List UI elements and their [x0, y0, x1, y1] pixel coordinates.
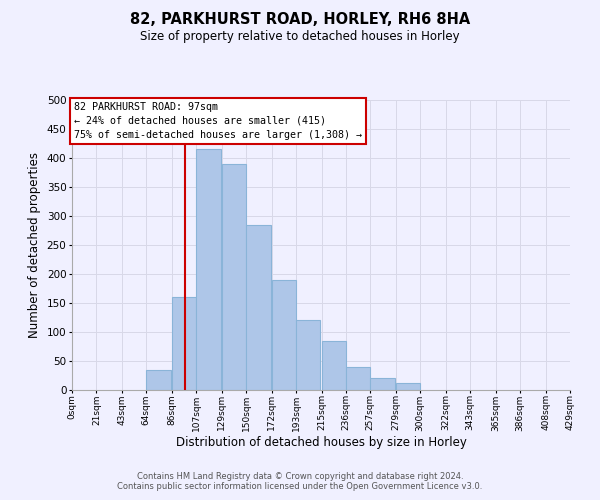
Text: Contains public sector information licensed under the Open Government Licence v3: Contains public sector information licen…	[118, 482, 482, 491]
Bar	[322, 340, 346, 390]
Text: 82, PARKHURST ROAD, HORLEY, RH6 8HA: 82, PARKHURST ROAD, HORLEY, RH6 8HA	[130, 12, 470, 28]
Text: 82 PARKHURST ROAD: 97sqm
← 24% of detached houses are smaller (415)
75% of semi-: 82 PARKHURST ROAD: 97sqm ← 24% of detach…	[74, 102, 362, 140]
Bar	[396, 383, 420, 390]
Bar	[296, 320, 320, 390]
Text: Contains HM Land Registry data © Crown copyright and database right 2024.: Contains HM Land Registry data © Crown c…	[137, 472, 463, 481]
Bar	[370, 378, 395, 390]
Y-axis label: Number of detached properties: Number of detached properties	[28, 152, 41, 338]
Bar	[196, 150, 221, 390]
Bar	[272, 280, 296, 390]
Bar	[146, 370, 170, 390]
X-axis label: Distribution of detached houses by size in Horley: Distribution of detached houses by size …	[176, 436, 466, 449]
Bar	[172, 297, 196, 390]
Bar	[222, 164, 246, 390]
Text: Size of property relative to detached houses in Horley: Size of property relative to detached ho…	[140, 30, 460, 43]
Bar	[246, 224, 271, 390]
Bar	[346, 367, 370, 390]
